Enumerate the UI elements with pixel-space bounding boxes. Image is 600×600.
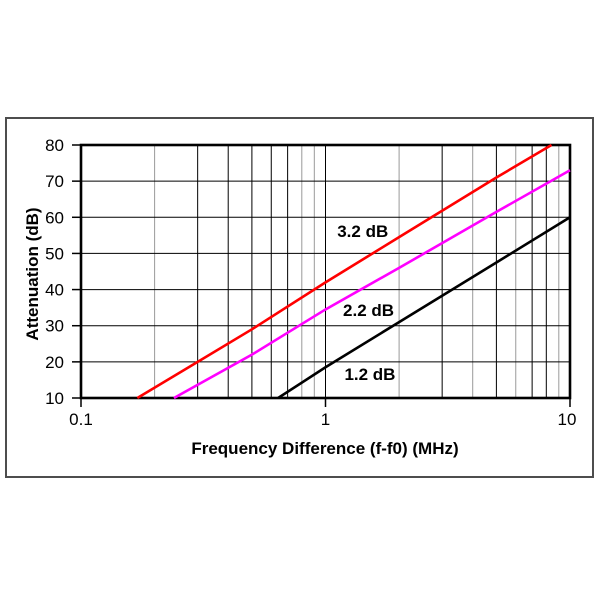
series-line-2 bbox=[277, 216, 571, 399]
x-axis-title: Frequency Difference (f-f0) (MHz) bbox=[191, 439, 459, 458]
y-axis-title: Attenuation (dB) bbox=[23, 207, 42, 341]
series-label-2-2-db: 2.2 dB bbox=[343, 301, 395, 321]
y-tick-label: 60 bbox=[45, 208, 64, 227]
x-tick-label: 0.1 bbox=[69, 410, 93, 429]
plot-border bbox=[79, 143, 572, 400]
y-tick-label: 80 bbox=[45, 136, 64, 155]
series-label-1-2-db: 1.2 dB bbox=[344, 364, 396, 384]
series-label-3-2-db: 3.2 dB bbox=[337, 221, 389, 241]
x-tick-label: 1 bbox=[321, 410, 330, 429]
y-tick-label: 20 bbox=[45, 353, 64, 372]
y-tick-label: 40 bbox=[45, 281, 64, 300]
x-tick-label: 10 bbox=[558, 410, 577, 429]
y-tick-label: 10 bbox=[45, 389, 64, 408]
y-tick-label: 70 bbox=[45, 172, 64, 191]
y-tick-label: 50 bbox=[45, 244, 64, 263]
series-line-1 bbox=[173, 169, 571, 399]
y-tick-label: 30 bbox=[45, 317, 64, 336]
series-line-0 bbox=[136, 144, 553, 399]
